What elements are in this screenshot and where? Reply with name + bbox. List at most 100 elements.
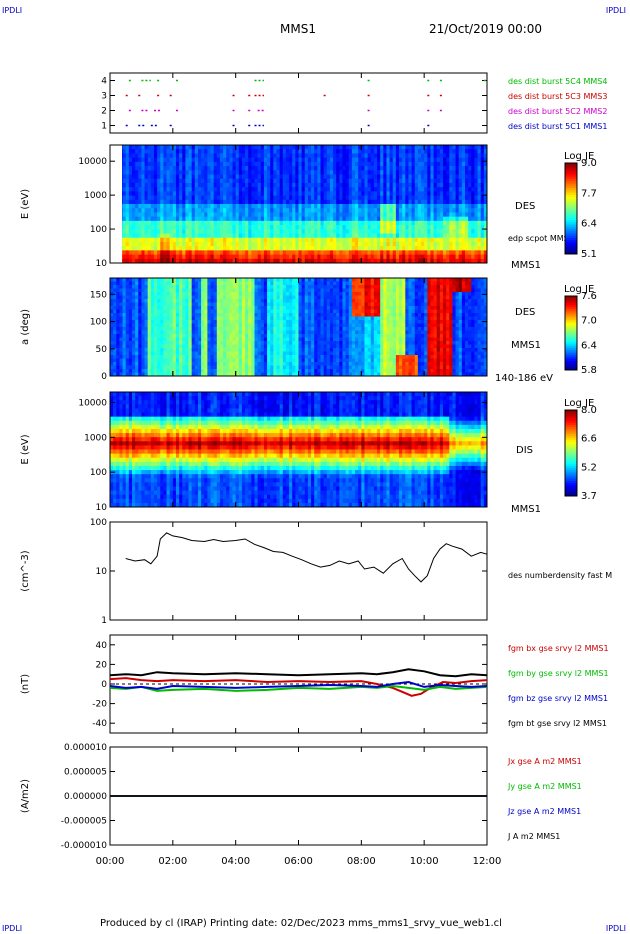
- spectrogram-cell: [351, 220, 356, 226]
- spectrogram-cell: [169, 281, 174, 286]
- spectrogram-cell: [248, 327, 252, 331]
- spectrogram-cell: [223, 229, 227, 234]
- spectrogram-cell: [248, 225, 252, 230]
- spectrogram-cell: [188, 195, 193, 201]
- spectrogram-cell: [197, 145, 202, 150]
- spectrogram-cell: [433, 178, 438, 184]
- colorbar-2-cell: [565, 249, 577, 253]
- spectrogram-cell: [436, 208, 441, 213]
- spectrogram-cell: [232, 208, 237, 213]
- spectrogram-cell: [194, 302, 199, 307]
- spectrogram-cell: [131, 327, 136, 331]
- spectrogram-cell: [128, 362, 133, 366]
- spectrogram-cell: [194, 299, 199, 303]
- spectrogram-cell: [364, 149, 369, 154]
- spectrogram-cell: [204, 161, 208, 167]
- spectrogram-cell: [411, 258, 416, 264]
- spectrogram-cell: [223, 254, 227, 260]
- spectrogram-cell: [260, 323, 265, 328]
- spectrogram-cell: [333, 174, 337, 180]
- spectrogram-cell: [458, 199, 463, 205]
- spectrogram-cell: [263, 369, 268, 373]
- spectrogram-cell: [273, 309, 277, 314]
- spectrogram-cell: [182, 278, 186, 282]
- spectrogram-cell: [474, 216, 478, 222]
- spectrogram-cell: [399, 182, 403, 188]
- spectrogram-cell: [194, 292, 199, 296]
- spectrogram-cell: [122, 372, 127, 377]
- spectrogram-cell: [235, 355, 240, 359]
- spectrogram-cell: [355, 229, 359, 234]
- spectrogram-cell: [373, 258, 378, 264]
- spectrogram-cell: [254, 208, 259, 213]
- spectrogram-cell: [270, 285, 274, 289]
- spectrogram-cell: [251, 208, 255, 213]
- spectrogram-cell: [147, 237, 152, 243]
- spectrogram-cell: [480, 241, 485, 247]
- spectrogram-cell: [301, 149, 306, 154]
- spectrogram-cell: [169, 250, 174, 255]
- spectrogram-cell: [194, 372, 199, 377]
- spectrogram-cell: [245, 145, 249, 150]
- spectrogram-cell: [311, 246, 315, 251]
- spectrogram-cell: [163, 320, 167, 324]
- spectrogram-cell: [358, 212, 362, 218]
- spectrogram-cell: [439, 233, 444, 239]
- spectrogram-cell: [172, 195, 177, 201]
- spectrogram-cell: [238, 316, 243, 321]
- spectrogram-cell: [345, 178, 350, 184]
- spectrogram-cell: [188, 302, 193, 307]
- spectrogram-cell: [175, 254, 180, 260]
- spectrogram-cell: [358, 161, 362, 167]
- spectrogram-cell: [336, 216, 340, 222]
- spectrogram-cell: [421, 250, 425, 255]
- spectrogram-cell: [386, 149, 391, 154]
- spectrogram-cell: [257, 351, 262, 356]
- spectrogram-cell: [125, 199, 130, 205]
- spectrogram-cell: [339, 225, 343, 230]
- spectrogram-cell: [377, 199, 381, 205]
- spectrogram-cell: [408, 246, 412, 251]
- spectrogram-cell: [251, 237, 255, 243]
- spectrogram-cell: [216, 157, 221, 163]
- spectrogram-cell: [267, 292, 271, 296]
- spectrogram-cell: [232, 229, 237, 234]
- spectrogram-cell: [248, 250, 252, 255]
- spectrogram-cell: [194, 330, 199, 335]
- spectrogram-cell: [153, 225, 158, 230]
- spectrogram-cell: [157, 302, 161, 307]
- spectrogram-cell: [157, 323, 161, 328]
- spectrogram-cell: [125, 302, 130, 307]
- spectrogram-cell: [260, 254, 265, 260]
- spectrogram-cell: [160, 299, 164, 303]
- spectrogram-cell: [373, 191, 378, 196]
- spectrogram-cell: [226, 316, 230, 321]
- spectrogram-cell: [436, 229, 441, 234]
- spectrogram-cell: [248, 313, 252, 317]
- spectrogram-cell: [182, 208, 186, 213]
- spectrogram-cell: [153, 341, 158, 345]
- spectrogram-cell: [238, 288, 243, 293]
- spectrogram-cell: [427, 241, 431, 247]
- spectrogram-cell: [245, 216, 249, 222]
- spectrogram-cell: [163, 327, 167, 331]
- spectrogram-cell: [213, 174, 218, 180]
- spectrogram-cell: [304, 229, 309, 234]
- spectrogram-cell: [188, 351, 193, 356]
- spectrogram-cell: [282, 195, 287, 201]
- spectrogram-cell: [201, 229, 205, 234]
- spectrogram-cell: [263, 166, 268, 171]
- spectrogram-cell: [405, 233, 409, 239]
- spectrogram-cell: [326, 195, 331, 201]
- spectrogram-cell: [383, 237, 387, 243]
- spectrogram-cell: [304, 195, 309, 201]
- spectrogram-cell: [333, 182, 337, 188]
- spectrogram-cell: [141, 191, 145, 196]
- spectrogram-cell: [204, 344, 208, 349]
- spectrogram-cell: [157, 358, 161, 363]
- colorbar-2-cell: [565, 217, 577, 221]
- legend-burst-1: des dist burst 5C1 MMS1: [508, 122, 607, 131]
- spectrogram-cell: [370, 157, 375, 163]
- spectrogram-cell: [157, 334, 161, 338]
- spectrogram-cell: [182, 348, 186, 352]
